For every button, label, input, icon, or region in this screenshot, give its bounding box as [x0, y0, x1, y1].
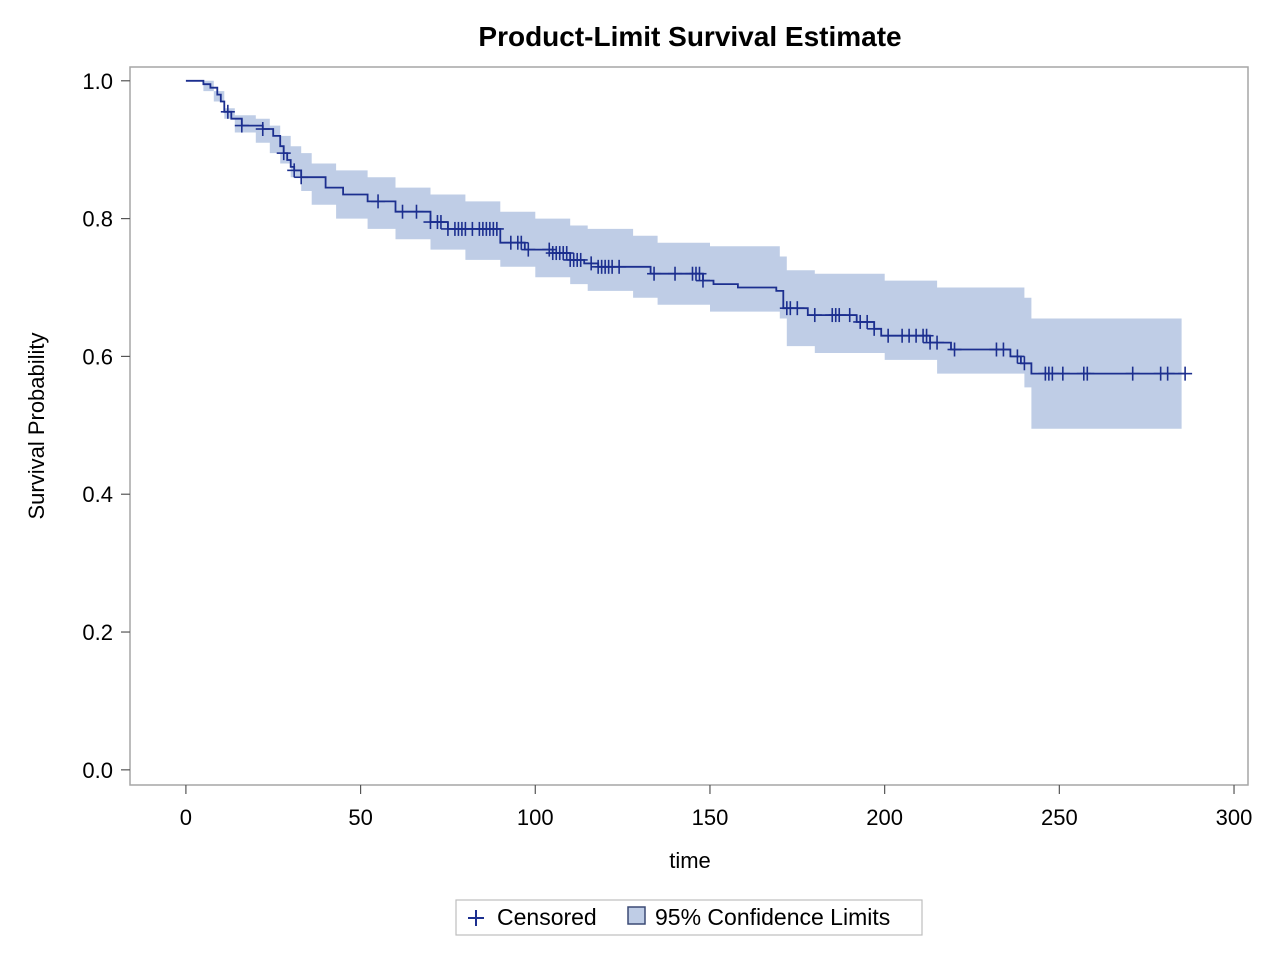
- censored-marker: [395, 204, 410, 219]
- censored-marker: [276, 146, 291, 161]
- x-tick-label: 300: [1216, 805, 1253, 830]
- censored-marker: [514, 235, 529, 250]
- x-tick-label: 150: [692, 805, 729, 830]
- x-axis-label: time: [669, 848, 711, 873]
- censored-marker: [930, 335, 945, 350]
- y-tick-label: 0.6: [82, 344, 113, 369]
- censored-marker: [919, 328, 934, 343]
- y-tick-label: 0.4: [82, 482, 113, 507]
- x-tick-label: 0: [180, 805, 192, 830]
- legend-confidence-swatch-icon: [627, 906, 646, 925]
- censored-marker: [668, 266, 683, 281]
- censored-marker: [790, 301, 805, 316]
- censored-marker: [542, 242, 557, 257]
- censored-marker: [867, 321, 882, 336]
- censored-marker: [234, 118, 249, 133]
- censored-marker: [220, 104, 235, 119]
- censored-marker: [521, 242, 536, 257]
- y-tick-label: 0.8: [82, 207, 113, 232]
- censored-marker: [860, 314, 875, 329]
- censored-marker: [433, 215, 448, 230]
- censored-marker: [842, 308, 857, 323]
- plot-frame: [129, 66, 1249, 786]
- x-tick-label: 50: [348, 805, 372, 830]
- x-axis: 0 50 100 150 200 250 300: [180, 785, 1253, 830]
- y-tick-label: 0.0: [82, 758, 113, 783]
- censored-marker: [559, 246, 574, 261]
- censored-marker: [692, 266, 707, 281]
- censored-marker: [881, 328, 896, 343]
- legend-censored-plus-icon: [468, 910, 484, 926]
- x-tick-label: 100: [517, 805, 554, 830]
- y-tick-label: 1.0: [82, 69, 113, 94]
- censored-marker: [294, 170, 309, 185]
- censored-marker: [371, 194, 386, 209]
- censored-marker: [1125, 366, 1140, 381]
- chart-title: Product-Limit Survival Estimate: [478, 21, 901, 52]
- censored-marker: [1010, 349, 1025, 364]
- censored-marker: [695, 273, 710, 288]
- censored-marker: [807, 308, 822, 323]
- x-tick-label: 250: [1041, 805, 1078, 830]
- censored-marker: [996, 342, 1011, 357]
- censored-marker: [947, 342, 962, 357]
- y-axis: 0.0 0.2 0.4 0.6 0.8 1.0: [82, 69, 130, 783]
- censored-marker: [1178, 366, 1193, 381]
- censored-marker: [255, 122, 270, 137]
- censored-marker: [409, 204, 424, 219]
- censored-marker: [1055, 366, 1070, 381]
- x-tick-label: 200: [866, 805, 903, 830]
- censored-marker: [1160, 366, 1175, 381]
- censored-marker: [573, 252, 588, 267]
- legend-label-censored: Censored: [497, 904, 597, 930]
- legend-label-confidence: 95% Confidence Limits: [655, 904, 890, 930]
- censored-marker: [287, 163, 302, 178]
- censored-marker: [1080, 366, 1095, 381]
- censored-marker: [584, 256, 599, 271]
- y-tick-label: 0.2: [82, 620, 113, 645]
- legend: Censored 95% Confidence Limits: [455, 899, 923, 936]
- censored-marker: [489, 221, 504, 236]
- censored-marker: [1017, 356, 1032, 371]
- legend-box: [455, 899, 923, 936]
- censored-marker: [647, 266, 662, 281]
- censored-marker: [612, 259, 627, 274]
- y-axis-label: Survival Probability: [24, 332, 49, 519]
- censored-markers: [220, 104, 1193, 381]
